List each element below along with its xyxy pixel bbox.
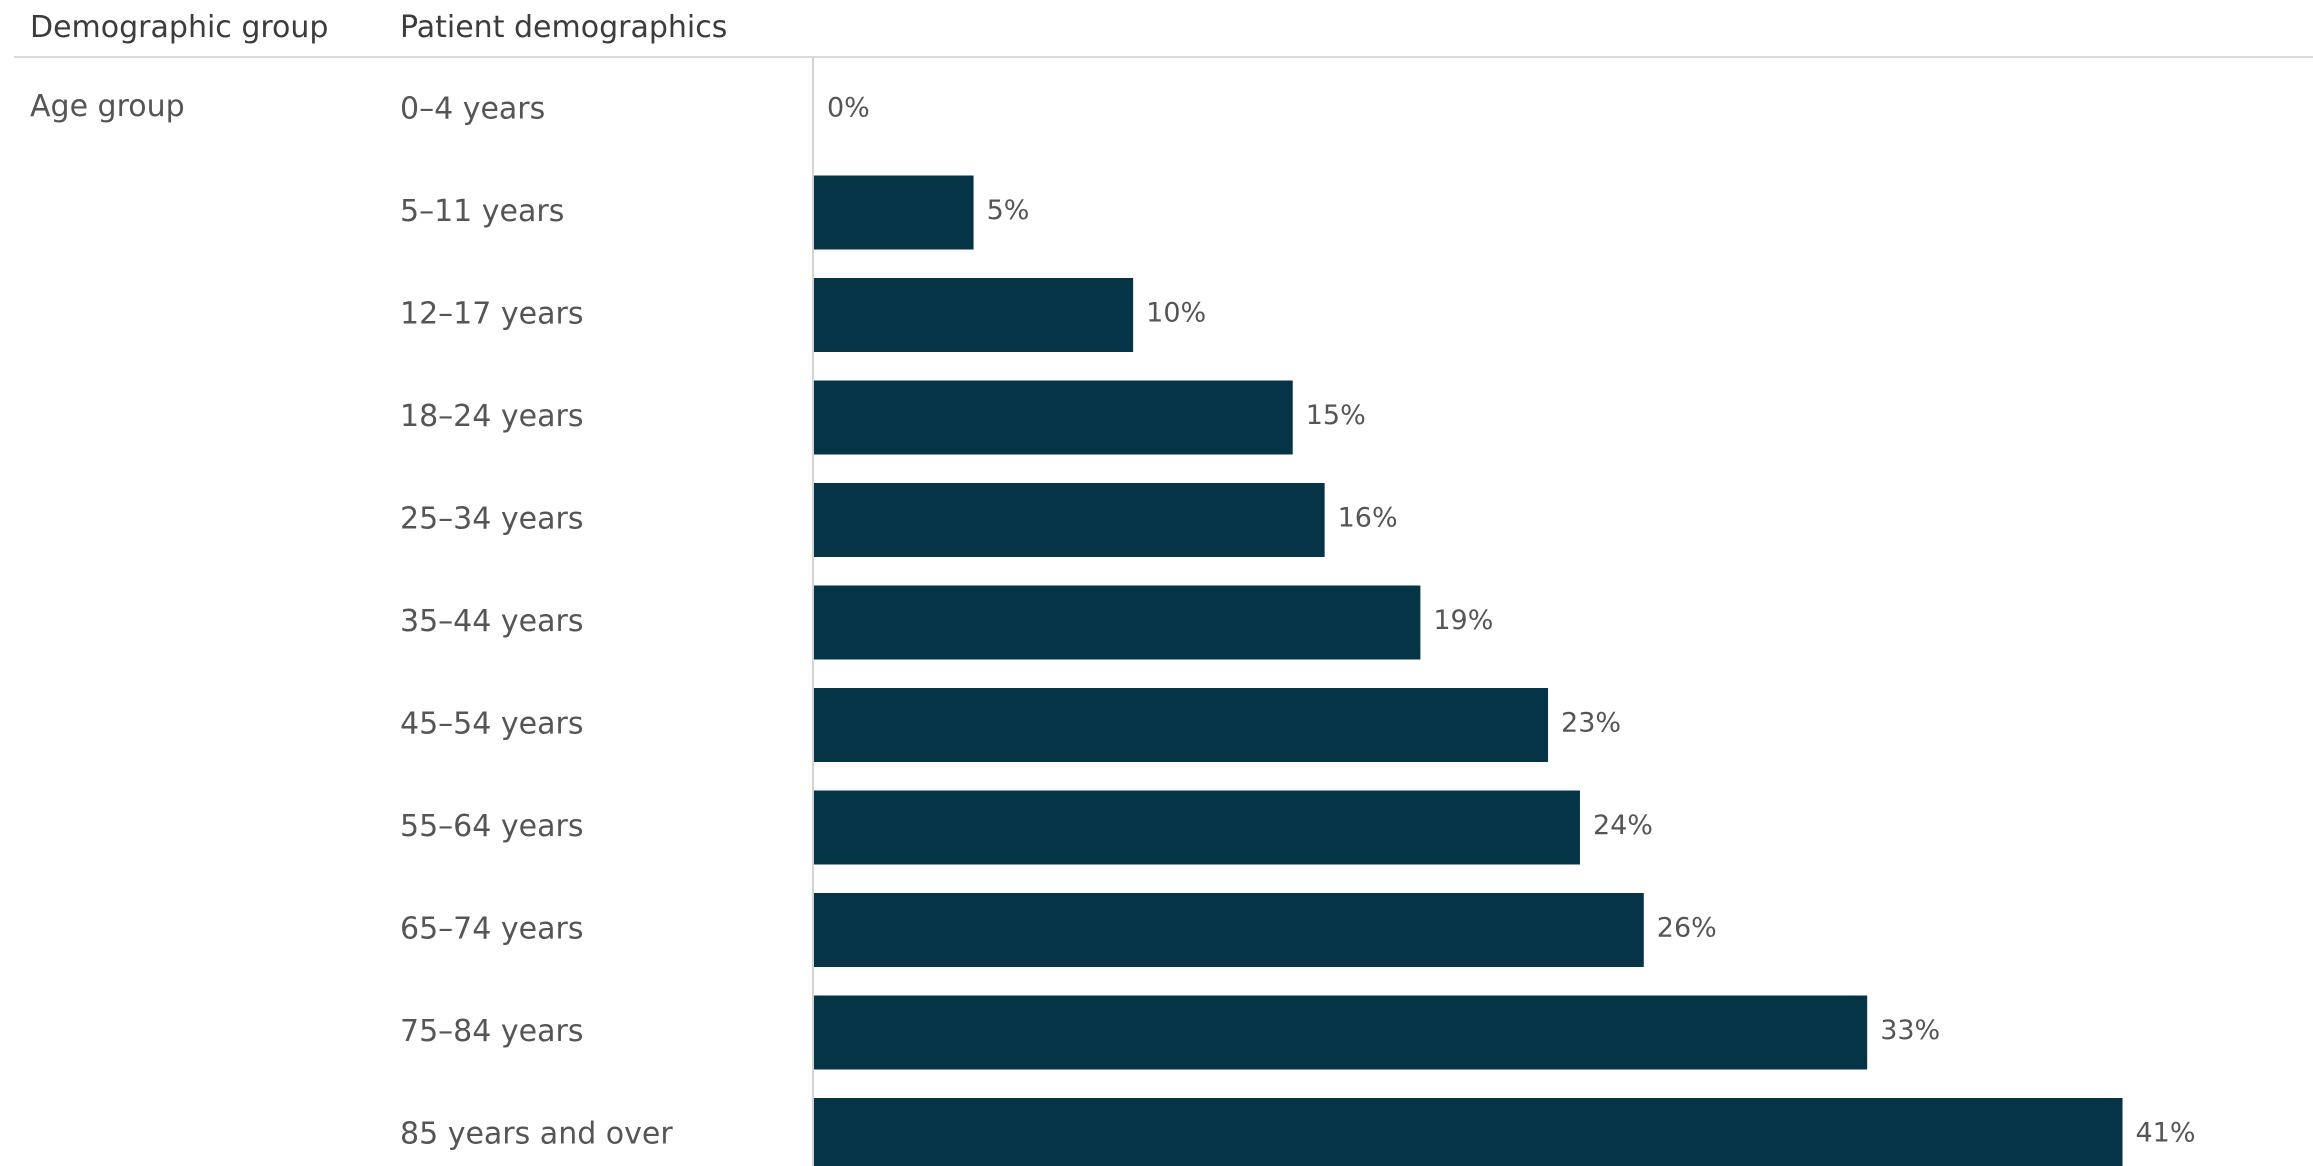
bar[interactable] [814, 893, 1644, 967]
category-label: 65–74 years [400, 912, 583, 947]
category-label: 0–4 years [400, 92, 545, 127]
category-label: 5–11 years [400, 194, 564, 229]
data-label: 19% [1433, 605, 1493, 636]
category-label: 12–17 years [400, 297, 583, 332]
bar[interactable] [814, 1098, 2123, 1166]
bar[interactable] [814, 278, 1134, 352]
header-divider [14, 56, 2313, 58]
category-label: 85 years and over [400, 1117, 673, 1152]
data-label: 16% [1338, 503, 1398, 534]
data-label: 41% [2136, 1118, 2196, 1149]
bar[interactable] [814, 380, 1293, 455]
data-label: 23% [1561, 708, 1621, 739]
bar[interactable] [814, 688, 1549, 762]
bar[interactable] [814, 483, 1325, 557]
data-label: 24% [1593, 810, 1653, 841]
category-label: 75–84 years [400, 1014, 583, 1049]
category-label: 35–44 years [400, 604, 583, 639]
bar[interactable] [814, 790, 1580, 865]
category-label: 18–24 years [400, 399, 583, 434]
bar[interactable] [814, 585, 1421, 660]
category-label: 25–34 years [400, 502, 583, 537]
data-label: 26% [1657, 913, 1717, 944]
bar[interactable] [814, 175, 974, 250]
data-label: 0% [827, 93, 870, 124]
demographic-group-header: Demographic group [30, 10, 329, 45]
category-label: 45–54 years [400, 707, 583, 742]
patient-demographics-header: Patient demographics [400, 10, 728, 45]
age-group-label: Age group [30, 89, 185, 124]
bars-group: 0–4 years 0% 5–11 years 5% 12–17 years 10% 18–… [400, 92, 2196, 1166]
data-label: 5% [987, 195, 1030, 226]
data-label: 15% [1306, 400, 1366, 431]
data-label: 10% [1146, 298, 1206, 329]
data-label: 33% [1880, 1015, 1940, 1046]
category-label: 55–64 years [400, 809, 583, 844]
bar[interactable] [814, 995, 1868, 1070]
